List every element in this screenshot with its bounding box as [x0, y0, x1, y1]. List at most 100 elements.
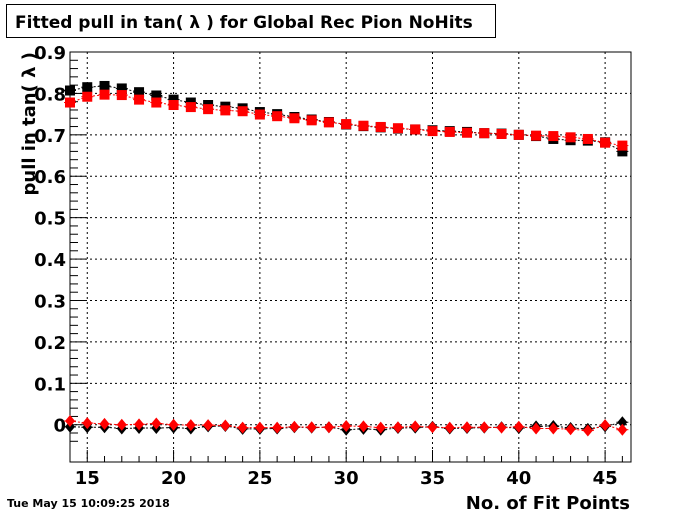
- timestamp: Tue May 15 10:09:25 2018: [7, 497, 170, 510]
- data-point-square: [220, 105, 231, 116]
- x-tick-label: 20: [161, 468, 186, 489]
- y-tick-label: 0.6: [34, 167, 66, 188]
- tick-label-layer: 15 20 25 30 35 40 45 0 0.1 0.2 0.3 0.4 0.5 0.6 0.7 0.8 0…: [34, 43, 618, 489]
- data-point-diamond: [358, 420, 369, 433]
- data-point-diamond: [600, 419, 611, 432]
- y-tick-label: 0.2: [34, 333, 66, 354]
- data-point-square: [427, 126, 438, 137]
- data-point-square: [479, 128, 490, 139]
- data-point-square: [254, 109, 265, 120]
- data-point-diamond: [479, 421, 490, 434]
- x-tick-label: 25: [247, 468, 272, 489]
- data-point-square: [99, 89, 110, 100]
- data-point-diamond: [82, 417, 93, 430]
- data-point-square: [134, 87, 145, 98]
- data-point-square: [341, 119, 352, 130]
- data-point-square: [513, 129, 524, 140]
- data-point-diamond: [617, 423, 628, 436]
- data-point-square: [185, 102, 196, 113]
- data-point-diamond: [185, 419, 196, 432]
- data-point-square: [392, 123, 403, 134]
- data-point-diamond: [323, 421, 334, 434]
- data-point-diamond: [392, 421, 403, 434]
- data-point-diamond: [99, 417, 110, 430]
- data-point-square: [151, 97, 162, 108]
- series-group: [64, 415, 629, 437]
- data-point-square: [134, 94, 145, 105]
- data-point-diamond: [65, 415, 75, 427]
- data-point-square: [410, 124, 421, 135]
- data-point-square: [65, 97, 75, 108]
- data-point-square: [617, 140, 628, 151]
- data-point-square: [565, 132, 576, 143]
- data-point-square: [168, 94, 179, 105]
- y-tick-label: 0: [53, 416, 66, 437]
- grid-layer: [70, 51, 631, 462]
- data-point-square: [99, 80, 110, 91]
- y-tick-label: 0.7: [34, 126, 66, 147]
- data-point-square: [531, 130, 542, 141]
- data-point-diamond: [306, 421, 317, 434]
- data-point-square: [151, 90, 162, 101]
- data-point-square: [116, 83, 127, 94]
- x-axis-label: No. of Fit Points: [466, 493, 630, 514]
- data-point-diamond: [289, 420, 300, 433]
- data-point-square: [289, 113, 300, 124]
- data-point-diamond: [582, 424, 593, 437]
- data-point-diamond: [168, 418, 179, 431]
- series-group: [64, 89, 629, 151]
- data-point-diamond: [617, 416, 628, 429]
- data-point-diamond: [272, 421, 283, 434]
- data-point-diamond: [116, 418, 127, 431]
- x-tick-label: 35: [420, 468, 445, 489]
- data-point-square: [375, 121, 386, 132]
- data-point-square: [462, 127, 473, 138]
- y-tick-label: 0.5: [34, 209, 66, 230]
- data-point-diamond: [410, 420, 421, 433]
- y-axis-label: pull in tan( λ ): [19, 52, 40, 196]
- data-point-square: [496, 129, 507, 139]
- data-point-diamond: [513, 420, 524, 433]
- data-point-diamond: [237, 421, 248, 434]
- data-point-square: [323, 117, 334, 128]
- data-point-diamond: [427, 421, 438, 434]
- data-point-diamond: [565, 423, 576, 436]
- x-tick-label: 40: [506, 468, 531, 489]
- data-point-square: [116, 90, 127, 101]
- data-point-square: [358, 120, 369, 131]
- data-point-square: [600, 137, 611, 148]
- data-point-diamond: [375, 421, 386, 434]
- y-tick-label: 0.4: [34, 250, 66, 271]
- data-point-diamond: [134, 418, 145, 431]
- data-point-diamond: [444, 421, 455, 434]
- data-point-diamond: [254, 421, 265, 434]
- plot-frame: [69, 51, 632, 463]
- data-point-diamond: [220, 419, 231, 432]
- data-point-square: [82, 91, 93, 102]
- data-point-square: [548, 131, 559, 142]
- data-point-diamond: [496, 421, 507, 434]
- data-point-square: [272, 111, 283, 122]
- chart-title-box: Fitted pull in tan( λ ) for Global Rec P…: [6, 4, 496, 38]
- data-point-diamond: [548, 422, 559, 435]
- data-point-square: [65, 85, 75, 96]
- tick-layer: [69, 51, 623, 462]
- data-point-diamond: [341, 419, 352, 432]
- chart-title: Fitted pull in tan( λ ) for Global Rec P…: [15, 13, 473, 33]
- data-point-square: [306, 115, 317, 126]
- data-point-square: [617, 146, 628, 157]
- y-tick-label: 0.8: [34, 84, 66, 105]
- data-point-diamond: [531, 422, 542, 435]
- data-point-square: [444, 126, 455, 137]
- data-point-diamond: [203, 419, 214, 432]
- data-point-square: [237, 106, 248, 117]
- x-tick-label: 15: [75, 468, 100, 489]
- data-point-square: [203, 104, 214, 115]
- data-point-square: [582, 133, 593, 144]
- x-tick-label: 30: [334, 468, 359, 489]
- y-tick-label: 0.9: [34, 43, 66, 64]
- data-point-square: [82, 82, 93, 93]
- data-point-diamond: [462, 421, 473, 434]
- y-tick-label: 0.1: [34, 374, 66, 395]
